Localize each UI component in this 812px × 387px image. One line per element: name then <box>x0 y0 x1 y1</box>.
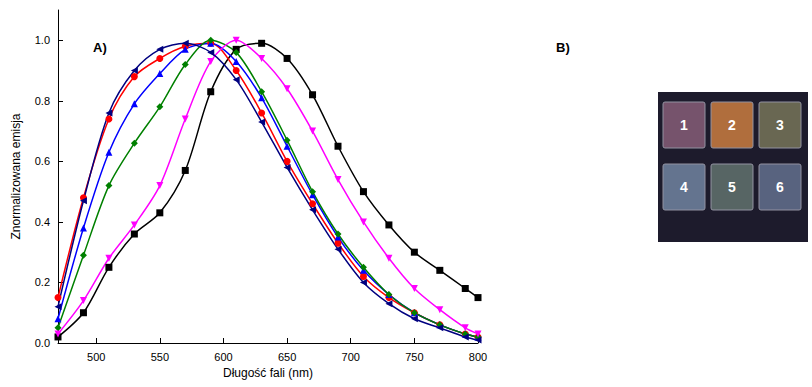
svg-text:500: 500 <box>87 351 105 363</box>
svg-text:0.4: 0.4 <box>35 216 50 228</box>
svg-text:5: 5 <box>728 179 736 195</box>
svg-text:6: 6 <box>776 179 784 195</box>
svg-text:3: 3 <box>776 117 784 133</box>
svg-text:700: 700 <box>342 351 360 363</box>
svg-text:600: 600 <box>214 351 232 363</box>
svg-text:0.8: 0.8 <box>35 95 50 107</box>
svg-text:1.0: 1.0 <box>35 34 50 46</box>
svg-text:0.2: 0.2 <box>35 276 50 288</box>
svg-text:1: 1 <box>680 117 688 133</box>
svg-text:A): A) <box>93 40 107 55</box>
svg-text:Długość fali (nm): Długość fali (nm) <box>223 366 313 380</box>
svg-text:2: 2 <box>728 117 736 133</box>
svg-text:550: 550 <box>151 351 169 363</box>
svg-text:650: 650 <box>278 351 296 363</box>
svg-text:Znormalizowana emisja: Znormalizowana emisja <box>9 113 23 239</box>
svg-text:0.6: 0.6 <box>35 155 50 167</box>
svg-text:B): B) <box>556 40 570 55</box>
svg-text:750: 750 <box>405 351 423 363</box>
svg-text:800: 800 <box>469 351 487 363</box>
svg-text:0.0: 0.0 <box>35 337 50 349</box>
svg-text:4: 4 <box>680 179 688 195</box>
